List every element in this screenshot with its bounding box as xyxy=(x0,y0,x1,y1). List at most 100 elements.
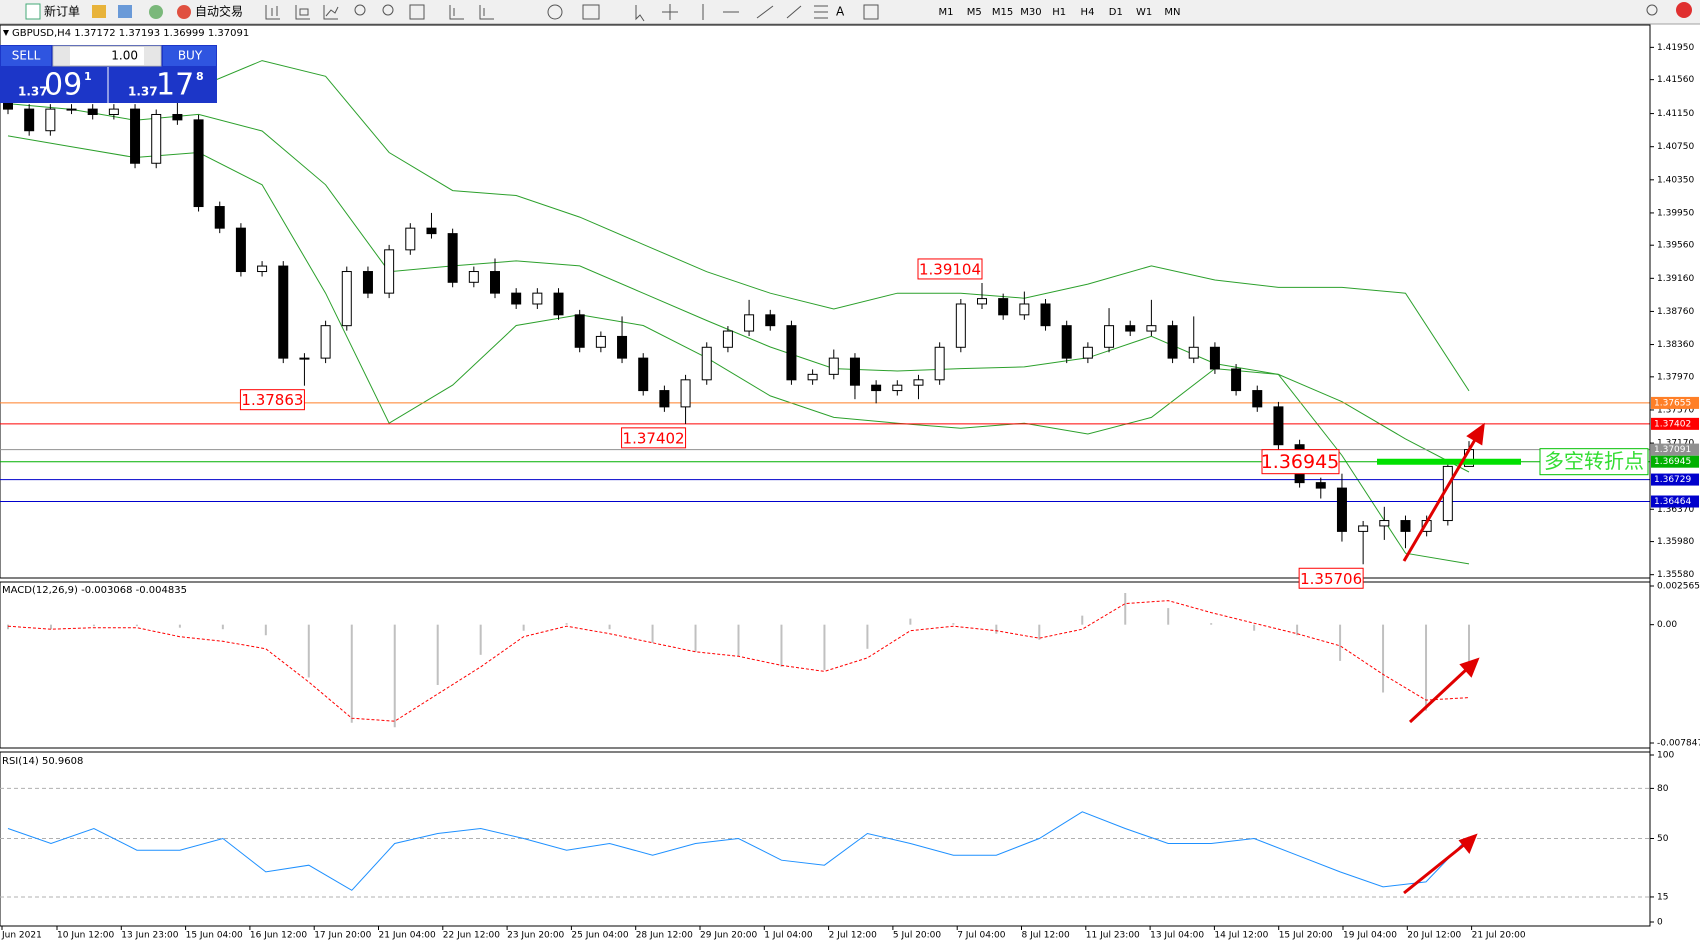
candle-body xyxy=(468,271,479,283)
y-tick-label: -0.007847 xyxy=(1657,739,1700,749)
auto-trading-icon[interactable] xyxy=(177,5,191,19)
toolbar-tools[interactable] xyxy=(265,4,1658,22)
candle-body xyxy=(1252,390,1263,408)
text-tool[interactable]: A xyxy=(836,5,845,19)
level-axis-label: 1.37091 xyxy=(1654,445,1691,455)
candle-body xyxy=(638,357,649,392)
new-order-icon[interactable] xyxy=(25,3,41,20)
arrow-head xyxy=(1458,833,1478,854)
tool-icon[interactable] xyxy=(295,5,310,20)
timeframe-button[interactable]: H1 xyxy=(1052,7,1066,18)
bid-point: 1 xyxy=(84,70,92,83)
x-tick-label: Jun 2021 xyxy=(1,931,42,941)
new-order-button[interactable]: 新订单 xyxy=(44,4,80,19)
tool-icon[interactable] xyxy=(409,4,425,20)
price-annotation-box xyxy=(621,427,687,449)
buy-button[interactable] xyxy=(163,46,216,66)
bid-prefix: 1.37 xyxy=(18,85,48,99)
x-tick-label: 21 Jul 20:00 xyxy=(1472,931,1526,941)
timeframe-button[interactable]: M30 xyxy=(1020,7,1041,18)
ask-big: 17 xyxy=(156,68,194,103)
candle-body xyxy=(151,113,162,164)
y-tick-label: 1.41560 xyxy=(1657,75,1694,85)
tool-icon[interactable] xyxy=(354,4,366,16)
buy-label[interactable]: BUY xyxy=(178,49,203,63)
y-tick-label: 1.37570 xyxy=(1657,405,1694,415)
x-tick-label: 17 Jun 20:00 xyxy=(314,931,371,941)
candle-body xyxy=(384,249,395,294)
candle-body xyxy=(955,303,966,348)
tool-icon[interactable] xyxy=(449,5,464,20)
candle-body xyxy=(1061,325,1072,359)
tool-icon[interactable] xyxy=(863,4,879,20)
level-axis-label: 1.36945 xyxy=(1654,457,1691,467)
lots-value[interactable]: 1.00 xyxy=(111,49,138,63)
tool-icon[interactable] xyxy=(662,4,678,20)
candle-body xyxy=(1379,520,1390,527)
lots-input[interactable] xyxy=(52,45,162,67)
x-tick-label: 5 Jul 20:00 xyxy=(893,931,942,941)
sell-label[interactable]: SELL xyxy=(12,49,41,63)
candle-body xyxy=(849,357,860,386)
candle-body xyxy=(108,108,119,115)
candle-body xyxy=(659,390,670,408)
lots-up[interactable] xyxy=(144,47,160,65)
y-tick-label: 1.37170 xyxy=(1657,439,1694,449)
macd-signal xyxy=(7,600,1470,722)
timeframe-button[interactable]: M1 xyxy=(939,7,954,18)
search-icon[interactable] xyxy=(1646,4,1658,16)
tool-icon[interactable] xyxy=(635,5,645,22)
y-tick-label: 0.00 xyxy=(1657,620,1677,630)
tool-icon[interactable] xyxy=(786,5,828,19)
candle-body xyxy=(1019,303,1030,316)
tool-icon[interactable] xyxy=(323,5,339,20)
toolbar: 新订单 自动交易 A M1 M5 M15 M30 H1 H4 D1 W1 MN xyxy=(0,0,1700,25)
sell-button[interactable] xyxy=(1,46,51,66)
timeframe-button[interactable]: W1 xyxy=(1136,7,1152,18)
candle-body xyxy=(595,335,606,348)
tool-icon[interactable] xyxy=(582,4,600,20)
timeframe-button[interactable]: H4 xyxy=(1081,7,1095,18)
candle-body xyxy=(1125,325,1136,332)
candle-body xyxy=(1146,325,1157,332)
pivot-price-box xyxy=(1261,449,1340,475)
level-axis-box xyxy=(1651,417,1699,430)
candle-body xyxy=(934,346,945,381)
candle-body xyxy=(193,119,204,208)
toolbar-icon[interactable] xyxy=(149,5,163,19)
toolbar-icon[interactable] xyxy=(118,5,132,18)
tool-icon[interactable] xyxy=(479,5,494,20)
y-tick-label: 1.39160 xyxy=(1657,274,1694,284)
timeframe-button[interactable]: D1 xyxy=(1109,7,1123,18)
tool-icon[interactable] xyxy=(382,4,394,16)
price-annotation-box xyxy=(239,389,305,411)
y-tick-label: 50 xyxy=(1657,834,1669,844)
x-tick-label: 2 Jul 12:00 xyxy=(829,931,878,941)
price-annotation: 1.37402 xyxy=(623,429,685,447)
bollinger-middle xyxy=(7,103,1470,473)
toolbar-icon[interactable] xyxy=(92,5,106,18)
tool-icon[interactable] xyxy=(265,5,280,20)
tool-icon[interactable] xyxy=(547,4,563,20)
bid-big: 09 xyxy=(44,68,82,103)
timeframe-button[interactable]: MN xyxy=(1164,7,1180,18)
x-tick-label: 15 Jul 20:00 xyxy=(1279,931,1333,941)
y-tick-label: 1.38760 xyxy=(1657,307,1694,317)
candle-body xyxy=(977,298,987,305)
bollinger-lower xyxy=(7,135,1470,565)
main-chart-frame xyxy=(0,24,1651,579)
candle-body xyxy=(87,108,98,115)
tool-icon[interactable] xyxy=(702,4,774,20)
ask-point: 8 xyxy=(196,70,204,83)
candle-body xyxy=(1188,346,1199,359)
timeframe-button[interactable]: M5 xyxy=(967,7,982,18)
timeframe-button[interactable]: M15 xyxy=(992,7,1013,18)
candle-body xyxy=(1209,346,1220,370)
candle-body xyxy=(1167,325,1178,359)
lots-down[interactable] xyxy=(54,47,70,65)
notification-badge[interactable] xyxy=(1676,2,1692,18)
auto-trading-button[interactable]: 自动交易 xyxy=(195,4,243,19)
candle-body xyxy=(447,233,458,283)
candle-body xyxy=(532,292,543,305)
